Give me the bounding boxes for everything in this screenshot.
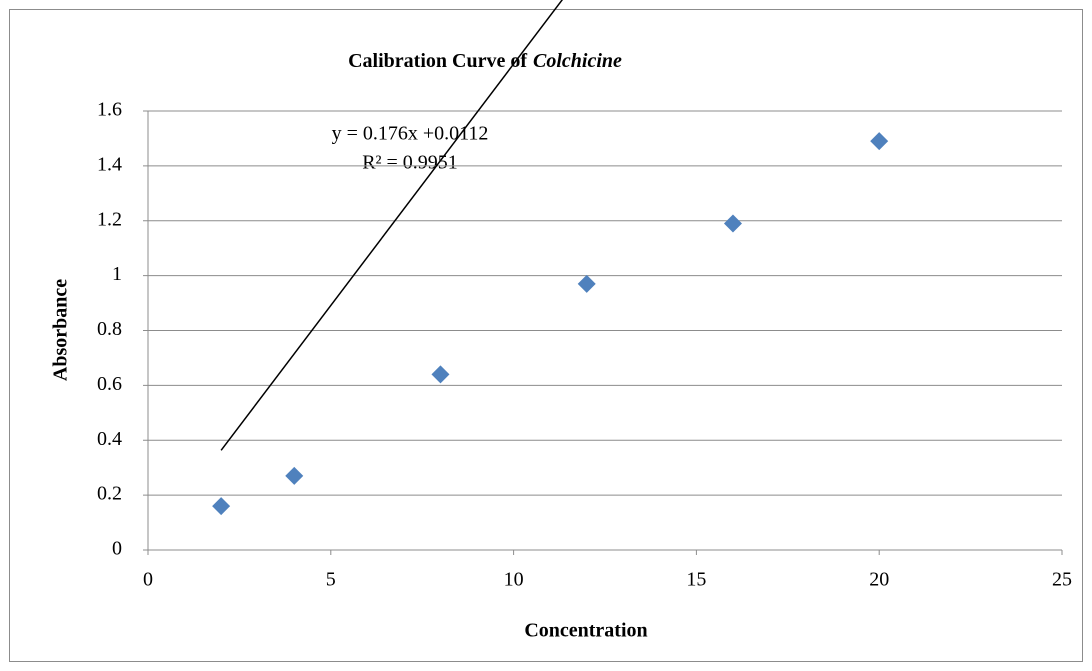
x-tick-label: 25 [1052, 569, 1072, 591]
y-axis-label: Absorbance [50, 279, 72, 381]
x-tick-label: 10 [504, 569, 524, 591]
y-tick-label: 0 [112, 538, 122, 560]
chart: Calibration Curve of Colchicine Concentra… [0, 0, 1092, 671]
y-tick-label: 0.4 [97, 428, 122, 450]
x-tick-label: 0 [143, 569, 153, 591]
chart-border [10, 10, 1083, 662]
y-tick-label: 0.6 [97, 373, 122, 395]
y-tick-label: 0.8 [97, 318, 122, 340]
chart-title: Calibration Curve of Colchicine [348, 50, 622, 72]
title-compound: Colchicine [533, 50, 622, 72]
y-tick-label: 1 [112, 263, 122, 285]
y-tick-label: 1.6 [97, 99, 122, 121]
trendline-equation: y = 0.176x +0.0112 [332, 123, 489, 145]
y-tick-label: 0.2 [97, 483, 122, 505]
title-text: Calibration Curve of [348, 50, 527, 72]
y-tick-label: 1.4 [97, 153, 122, 175]
x-tick-label: 15 [686, 569, 706, 591]
x-tick-label: 5 [326, 569, 336, 591]
x-axis-label: Concentration [524, 620, 647, 642]
trendline-r2: R² = 0.9951 [362, 152, 458, 174]
y-tick-label: 1.2 [97, 208, 122, 230]
x-tick-label: 20 [869, 569, 889, 591]
